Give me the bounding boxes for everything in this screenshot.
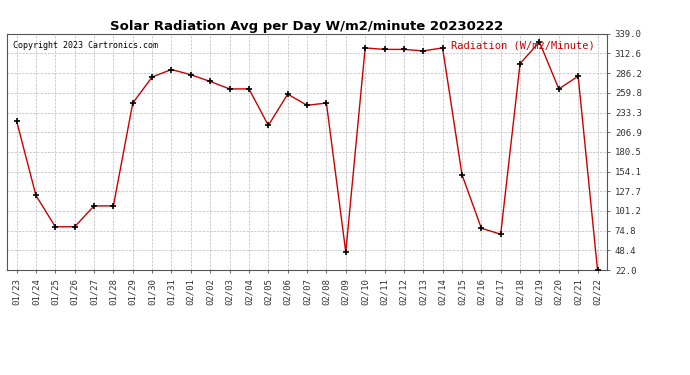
Title: Solar Radiation Avg per Day W/m2/minute 20230222: Solar Radiation Avg per Day W/m2/minute … xyxy=(110,20,504,33)
Text: Radiation (W/m2/Minute): Radiation (W/m2/Minute) xyxy=(451,41,595,51)
Text: Copyright 2023 Cartronics.com: Copyright 2023 Cartronics.com xyxy=(13,41,158,50)
